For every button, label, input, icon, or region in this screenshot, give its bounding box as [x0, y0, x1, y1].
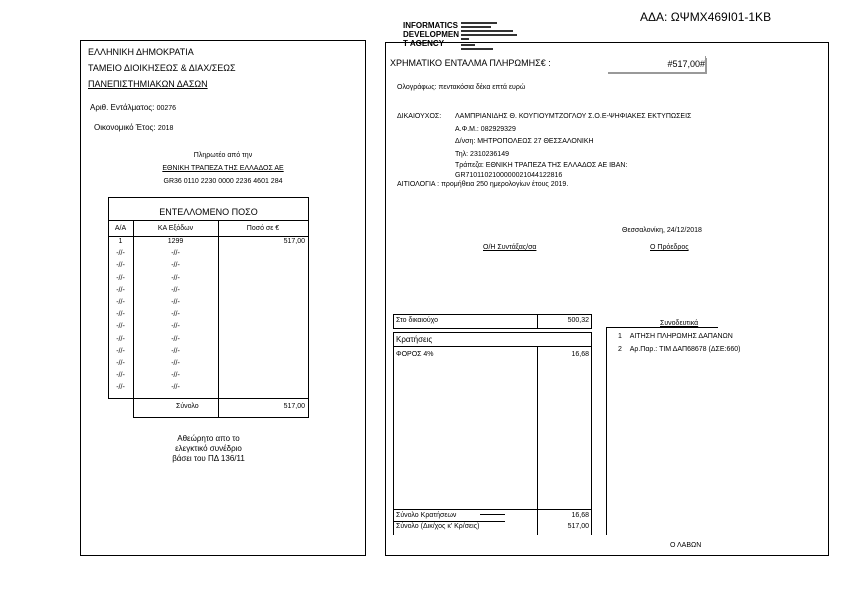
bank-iban: GR36 0110 2230 0000 2236 4601 284	[163, 178, 283, 185]
column-header: Α/Α	[114, 225, 127, 232]
beneficiary-line: ΛΑΜΠΡΙΑΝΙΔΗΣ Θ. ΚΟΥΓΙΟΥΜΤΖΟΓΛΟΥ Σ.Ο.Ε-ΨΗ…	[455, 113, 692, 120]
table-cell	[218, 372, 305, 384]
table-cell	[218, 287, 305, 299]
in-words-label: Ολογράφως:	[397, 84, 437, 91]
right-panel	[385, 42, 829, 556]
table-cell: 1299	[167, 238, 184, 245]
table-cell: -//-	[116, 262, 125, 270]
table-cell: -//-	[116, 274, 125, 282]
beneficiary-line: GR7101102100000021044122816	[455, 172, 563, 179]
order-no: 00276	[156, 105, 177, 112]
stamp-line: DEVELOPMEN	[403, 30, 460, 39]
grand-total-label: Σύνολο (Δικ/χος κ' Κρ/σεις)	[396, 523, 480, 530]
table-cell	[218, 348, 305, 360]
table-title: ΕΝΤΕΛΛΟΜΕΝΟ ΠΟΣΟ	[159, 207, 258, 217]
signer-composer: Ο/Η Συντάξας/σα	[483, 244, 537, 251]
payment-order-title: ΧΡΗΜΑΤΙΚΟ ΕΝΤΑΛΜΑ ΠΛΗΡΩΜΗΣ€ :	[390, 58, 551, 68]
ada-code: ΑΔΑ: ΩΨΜΧ469Ι01-1ΚΒ	[640, 10, 772, 24]
place-date: Θεσσαλονίκη, 24/12/2018	[622, 227, 702, 234]
table-cell: 517,00	[283, 238, 305, 245]
beneficiary-details: ΛΑΜΠΡΙΑΝΙΔΗΣ Θ. ΚΟΥΓΙΟΥΜΤΖΟΓΛΟΥ Σ.Ο.Ε-ΨΗ…	[455, 111, 691, 181]
to-beneficiary-amount: 500,32	[567, 317, 589, 324]
table-cell: -//-	[171, 311, 180, 319]
fiscal-year-label: Οικονομικό Έτος:	[94, 123, 156, 132]
table-cell: -//-	[171, 335, 180, 343]
table-cell	[218, 323, 305, 335]
header-line: ΤΑΜΕΙΟ ΔΙΟΙΚΗΣΕΩΣ & ΔΙΑΧ/ΣΕΩΣ	[88, 63, 236, 73]
deductions-box	[393, 332, 592, 535]
table-cell	[218, 275, 305, 287]
amount-field: #517,00#	[607, 56, 706, 72]
left-panel	[80, 40, 366, 556]
table-cell: -//-	[171, 274, 180, 282]
total-deductions-label: Σύνολο Κρατήσεων	[396, 512, 457, 519]
table-cell	[218, 250, 305, 262]
beneficiary-line: Α.Φ.Μ.: 082929329	[455, 125, 516, 133]
deduction-label: ΦΟΡΟΣ 4%	[396, 351, 434, 358]
table-cell: -//-	[116, 323, 125, 331]
audit-note: Αθεώρητο απο το ελεγκτικό συνέδριο βάσει…	[108, 434, 309, 464]
table-cell: -//-	[116, 347, 125, 355]
column-header: Ποσό σε €	[246, 225, 280, 232]
table-cell: -//-	[171, 360, 180, 367]
table-cell: 1	[118, 238, 123, 245]
grand-total: 517,00	[567, 523, 589, 530]
stamp-line: INFORMATICS	[403, 21, 458, 30]
table-cell	[218, 262, 305, 274]
table-cell	[218, 336, 305, 348]
table-cell: -//-	[116, 360, 125, 367]
beneficiary-label: ΔΙΚΑΙΟΥΧΟΣ:	[397, 113, 442, 120]
reason: προμήθεια 250 ημερολογίων έτους 2019.	[441, 181, 569, 188]
note-line: ελεγκτικό συνέδριο	[175, 444, 242, 453]
reason-label: ΑΙΤΙΟΛΟΓΙΑ :	[397, 181, 440, 188]
table-cell: -//-	[171, 262, 180, 270]
fiscal-year: 2018	[157, 125, 174, 132]
table-cell	[218, 360, 305, 372]
table-cell: -//-	[116, 286, 125, 294]
documents-title: Συνοδευτικά	[660, 320, 699, 327]
table-cell: -//-	[171, 384, 180, 392]
table-cell: -//-	[116, 335, 125, 343]
header-line: ΠΑΝΕΠΙΣΤΗΜΙΑΚΩΝ ΔΑΣΩΝ	[88, 79, 208, 89]
table-cell: -//-	[171, 347, 180, 355]
table-cell: -//-	[171, 286, 180, 294]
table-cell: -//-	[171, 250, 180, 258]
table-cell	[218, 299, 305, 311]
deductions-label: Κρατήσεις	[396, 335, 433, 344]
table-cell: -//-	[171, 372, 180, 380]
in-words: πεντακόσια δέκα επτά ευρώ	[438, 84, 526, 91]
to-beneficiary-box	[393, 314, 592, 329]
beneficiary-line: Τράπεζα: ΕΘΝΙΚΗ ΤΡΑΠΕΖΑ ΤΗΣ ΕΛΛΑΔΟΣ ΑΕ I…	[455, 162, 628, 169]
order-no-label: Αριθ. Εντάλματος:	[90, 103, 155, 112]
table-cell: -//-	[171, 299, 180, 306]
receiver-label: Ο ΛΑΒΩΝ	[670, 542, 702, 549]
table-cell: -//-	[116, 299, 125, 306]
header-line: ΕΛΛΗΝΙΚΗ ΔΗΜΟΚΡΑΤΙΑ	[88, 47, 194, 57]
table-cell: -//-	[116, 372, 125, 380]
deduction-amount: 16,68	[571, 351, 589, 358]
beneficiary-line: Δ/νση: ΜΗΤΡΟΠΟΛΕΩΣ 27 ΘΕΣΣΑΛΟΝΙΚΗ	[455, 138, 594, 145]
document-item: 1 ΑΙΤΗΣΗ ΠΛΗΡΩΜΗΣ ΔΑΠΑΝΩΝ	[618, 333, 733, 340]
table-cell	[218, 311, 305, 323]
payable-by: Πληρωτέο από την	[193, 152, 253, 159]
beneficiary-line: Τηλ: 2310236149	[455, 150, 509, 158]
document-item: 2 Αρ.Παρ.: ΤΙΜ ΔΑΠ68678 (ΔΣΕ:660)	[618, 346, 741, 353]
note-line: Αθεώρητο απο το	[177, 434, 240, 443]
bank-name: ΕΘΝΙΚΗ ΤΡΑΠΕΖΑ ΤΗΣ ΕΛΛΑΔΟΣ ΑΕ	[162, 165, 284, 172]
table-cell: -//-	[116, 384, 125, 392]
to-beneficiary-label: Στο δικαιούχο	[396, 317, 439, 324]
stamp-line: T AGENCY	[403, 39, 445, 48]
column-header: ΚΑ Εξόδων	[157, 225, 194, 232]
total-amount: 517,00	[283, 403, 305, 410]
total-deductions: 16,68	[571, 512, 589, 519]
table-cell: -//-	[116, 250, 125, 258]
table-cell: -//-	[116, 311, 125, 319]
note-line: βάσει του ΠΔ 136/11	[172, 454, 245, 463]
table-cell: -//-	[171, 323, 180, 331]
table-cell	[218, 384, 305, 396]
total-label: Σύνολο	[176, 403, 199, 410]
signer-president: Ο Πρόεδρος	[650, 244, 689, 251]
